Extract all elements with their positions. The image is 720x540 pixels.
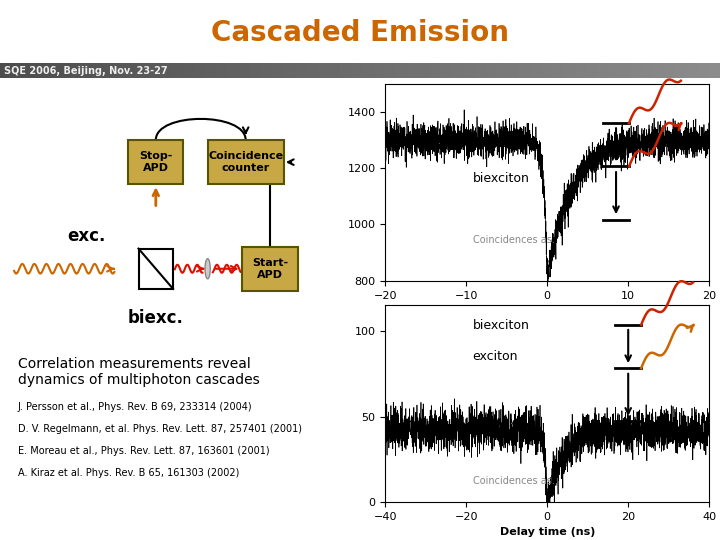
Text: Cascaded Emission: Cascaded Emission [211,19,509,47]
Text: Stop-
APD: Stop- APD [139,151,173,173]
Text: biexciton: biexciton [473,172,529,185]
Text: Coincidence
counter: Coincidence counter [208,151,283,173]
X-axis label: Delay time (ns): Delay time (ns) [500,306,595,316]
Text: A. Kiraz et al. Phys. Rev. B 65, 161303 (2002): A. Kiraz et al. Phys. Rev. B 65, 161303 … [17,468,239,478]
Text: triexciton: triexciton [473,137,531,150]
FancyBboxPatch shape [242,247,297,291]
X-axis label: Delay time (ns): Delay time (ns) [500,528,595,537]
Text: Correlation measurements reveal
dynamics of multiphoton cascades: Correlation measurements reveal dynamics… [17,357,259,388]
FancyBboxPatch shape [207,140,284,184]
Text: E. Moreau et al., Phys. Rev. Lett. 87, 163601 (2001): E. Moreau et al., Phys. Rev. Lett. 87, 1… [17,446,269,456]
Text: Coincidences as.: Coincidences as. [473,476,554,487]
Text: exc.: exc. [68,227,106,245]
Text: Start-
APD: Start- APD [252,258,288,280]
Text: D. V. Regelmann, et al. Phys. Rev. Lett. 87, 257401 (2001): D. V. Regelmann, et al. Phys. Rev. Lett.… [17,424,302,434]
Text: SQE 2006, Beijing, Nov. 23-27: SQE 2006, Beijing, Nov. 23-27 [4,66,167,76]
Text: biexciton: biexciton [473,319,529,332]
Text: J. Persson et al., Phys. Rev. B 69, 233314 (2004): J. Persson et al., Phys. Rev. B 69, 2333… [17,402,252,411]
Text: biexc.: biexc. [128,309,184,327]
Text: Coincidences as.: Coincidences as. [473,235,554,245]
FancyBboxPatch shape [128,140,184,184]
Text: exciton: exciton [473,350,518,363]
Bar [138,248,173,289]
Ellipse shape [205,259,210,279]
